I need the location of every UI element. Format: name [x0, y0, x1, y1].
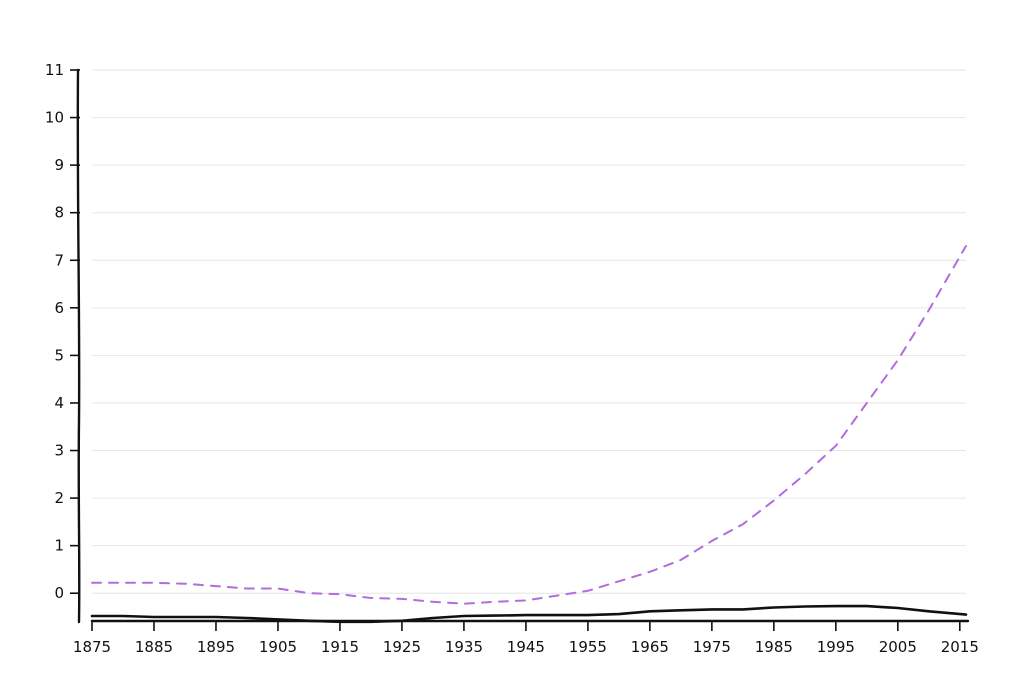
- x-tick-label-1985: 1985: [755, 638, 793, 656]
- x-tick-label-1895: 1895: [197, 638, 235, 656]
- x-axis-line: [90, 619, 970, 623]
- y-axis-line: [76, 68, 81, 624]
- y-tick-label-1: 1: [54, 537, 64, 555]
- y-axis: 0 1 2 3 4 5 6 7 8 9 10 11: [45, 61, 81, 624]
- x-tick-label-2005: 2005: [879, 638, 917, 656]
- y-tick-label-11: 11: [45, 61, 64, 79]
- y-tick-label-5: 5: [54, 346, 64, 364]
- y-tick-group: 0 1 2 3 4 5 6 7 8 9 10 11: [45, 61, 80, 602]
- x-axis: 1875 1885 1895 1905 1915 1925 1935 1945 1955 1965…: [73, 619, 979, 656]
- x-tick-label-1885: 1885: [135, 638, 173, 656]
- x-tick-label-2015: 2015: [941, 638, 979, 656]
- x-tick-label-1925: 1925: [383, 638, 421, 656]
- y-tick-label-3: 3: [54, 442, 64, 460]
- x-tick-label-1975: 1975: [693, 638, 731, 656]
- y-tick-label-6: 6: [54, 299, 64, 317]
- series-line-0: [91, 245, 967, 605]
- x-tick-label-1905: 1905: [259, 638, 297, 656]
- x-tick-label-1945: 1945: [507, 638, 545, 656]
- series-group: [90, 245, 968, 624]
- x-tick-label-1935: 1935: [445, 638, 483, 656]
- x-tick-label-1995: 1995: [817, 638, 855, 656]
- x-tick-label-1875: 1875: [73, 638, 111, 656]
- x-tick-group: 1875 1885 1895 1905 1915 1925 1935 1945 1955 1965…: [73, 621, 979, 656]
- y-tick-label-4: 4: [54, 394, 64, 412]
- grid-lines: [92, 69, 966, 594]
- x-tick-label-1955: 1955: [569, 638, 607, 656]
- y-tick-label-10: 10: [45, 109, 64, 127]
- y-tick-label-9: 9: [54, 156, 64, 174]
- y-tick-label-2: 2: [54, 489, 64, 507]
- series-0: [91, 245, 967, 605]
- y-tick-label-7: 7: [54, 251, 64, 269]
- series-line-1: [90, 604, 968, 624]
- x-tick-label-1965: 1965: [631, 638, 669, 656]
- x-tick-label-1915: 1915: [321, 638, 359, 656]
- y-tick-label-8: 8: [54, 204, 64, 222]
- y-tick-label-0: 0: [54, 584, 64, 602]
- series-1: [90, 604, 968, 624]
